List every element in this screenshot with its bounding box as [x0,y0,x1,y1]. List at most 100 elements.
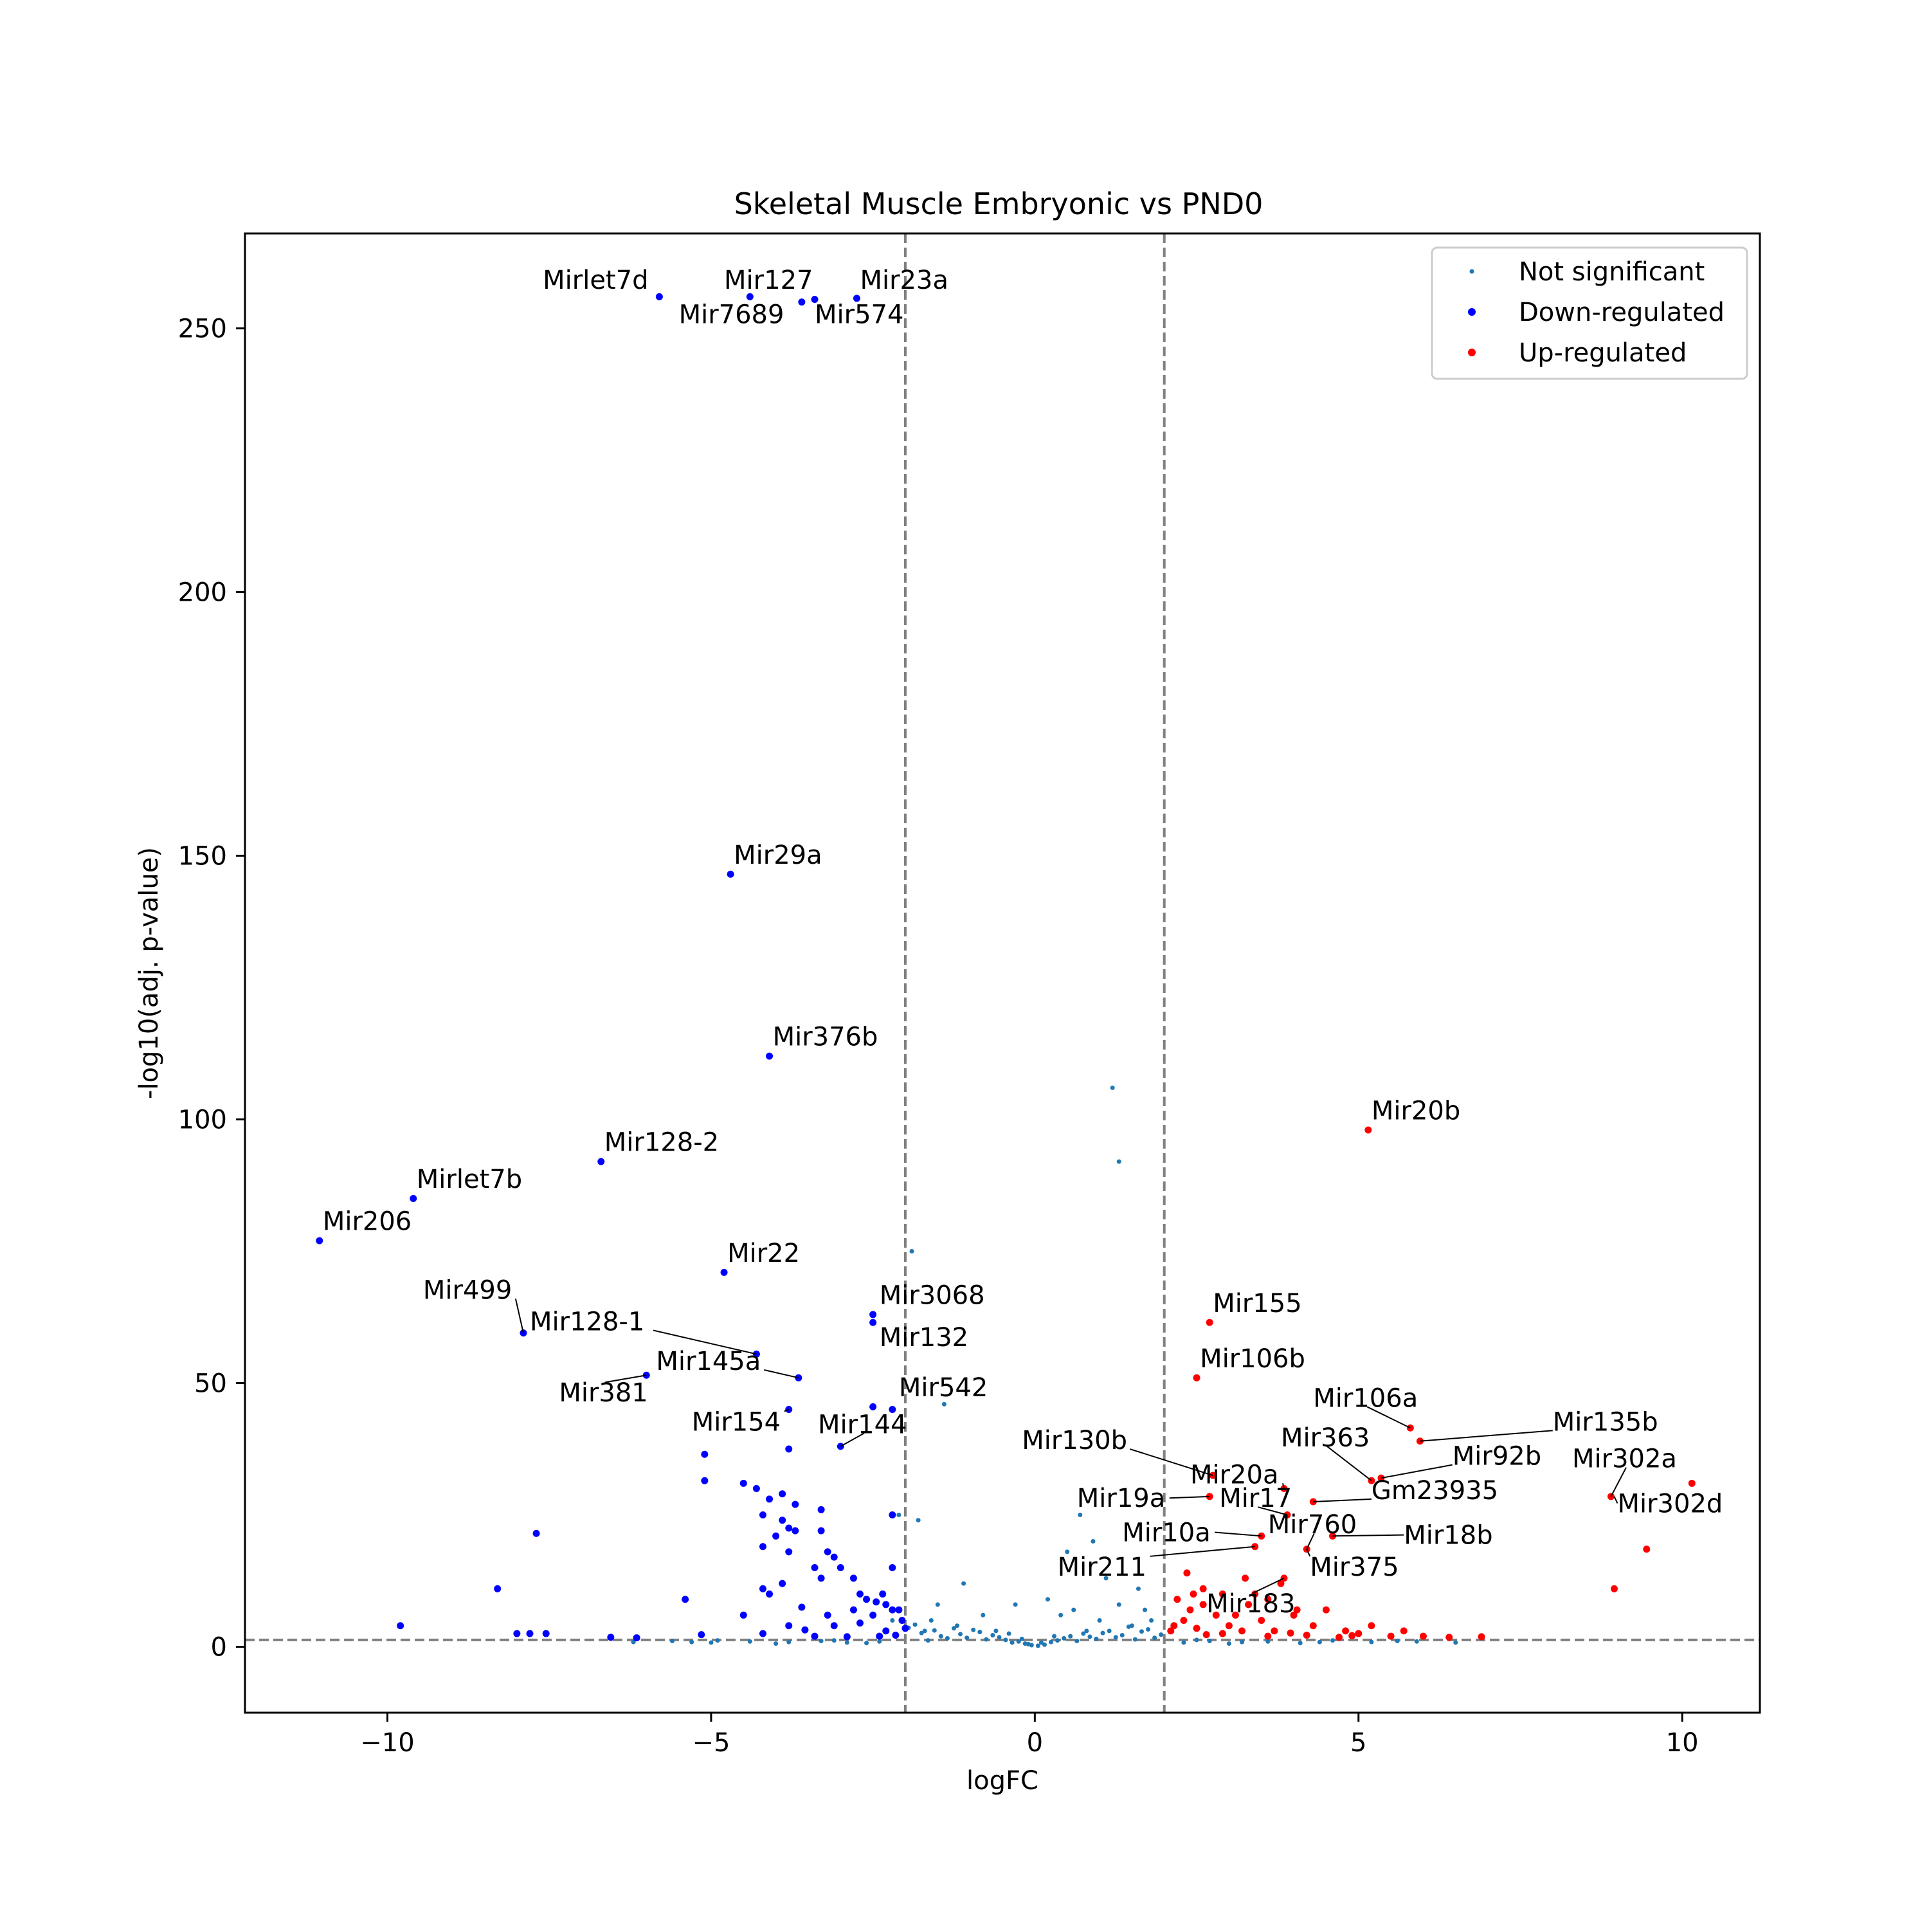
annotation-mir22: Mir22 [727,1239,800,1268]
leader-line-mir19a [1169,1495,1210,1499]
annotation-mir7689: Mir7689 [679,300,784,329]
point-down [892,1631,900,1639]
point-down [817,1527,825,1535]
point-ns [1181,1640,1186,1645]
y-tick-label: 0 [211,1633,227,1663]
point-ns [1453,1640,1458,1645]
point-up [1245,1601,1253,1608]
point-ns [958,1632,963,1637]
point-down [873,1598,880,1606]
point-ns [1149,1618,1154,1623]
point-ns [993,1628,999,1634]
x-tick-label: 10 [1666,1728,1699,1758]
point-ns [1087,1634,1092,1639]
point-ns [877,1639,882,1644]
point-ns [981,1612,986,1618]
leader-line-mir106a [1366,1406,1411,1429]
leader-line-mir760 [1306,1533,1315,1550]
point-ns [1136,1586,1141,1591]
point-down [698,1631,705,1639]
annotation-mir542: Mir542 [899,1373,988,1403]
point-ns [1029,1643,1034,1648]
annotation-mir363: Mir363 [1281,1423,1370,1453]
point-down [766,1590,774,1598]
annotation-mir20b: Mir20b [1372,1097,1460,1126]
leader-line-mir135b [1420,1430,1553,1442]
annotation-mir499: Mir499 [423,1275,512,1305]
point-up [1643,1545,1651,1553]
point-down [869,1318,877,1326]
point-ns [997,1635,1002,1640]
point-up [1199,1601,1207,1608]
point-ns [955,1623,960,1628]
point-ns [1330,1638,1335,1643]
annotation-gm23935: Gm23935 [1372,1476,1498,1506]
point-ns [1159,1632,1164,1637]
annotation-mir302d: Mir302d [1617,1489,1723,1518]
legend-label-down-regulated: Down-regulated [1519,298,1725,327]
point-ns [1139,1629,1144,1634]
leader-line-mir17 [1258,1506,1288,1516]
point-up [1342,1627,1350,1635]
annotation-mir106a: Mir106a [1313,1383,1418,1413]
point-ns [1119,1632,1125,1637]
point-down [882,1627,890,1635]
point-down [785,1445,793,1453]
point-ns [984,1637,989,1642]
point-up [1199,1585,1207,1592]
point-up [1387,1632,1395,1640]
point-up [1212,1611,1220,1619]
leader-line-mir18b [1332,1534,1404,1537]
point-ns [1152,1636,1157,1641]
point-up [1322,1606,1330,1614]
point-up [1242,1574,1249,1582]
point-up [1258,1617,1265,1625]
point-up [1193,1374,1200,1381]
point-down [746,293,754,300]
point-ns [1132,1637,1137,1642]
annotation-mir19a: Mir19a [1077,1484,1165,1513]
y-axis-label: -log10(adj. p-value) [134,847,164,1099]
annotation-mir18b: Mir18b [1404,1521,1492,1551]
point-ns [1126,1624,1131,1629]
annotation-leaders [514,1299,1627,1594]
point-down [824,1548,831,1556]
point-down [759,1511,766,1519]
point-ns [864,1641,869,1646]
point-ns [1013,1602,1018,1607]
annotation-mir130b: Mir130b [1022,1426,1127,1455]
annotation-mir154: Mir154 [692,1407,781,1437]
point-down [811,1632,819,1640]
x-axis-label: logFC [966,1766,1038,1796]
point-down [701,1477,709,1484]
annotation-mir211: Mir211 [1058,1553,1146,1582]
y-axis: 0 50 100 150 200 250 [178,314,245,1663]
annotation-mir92b: Mir92b [1453,1442,1541,1472]
point-down [597,1158,605,1165]
point-ns [932,1628,937,1633]
point-ns [1084,1628,1089,1634]
point-ns [1022,1641,1028,1646]
point-up [1309,1622,1317,1630]
point-down [837,1564,844,1572]
y-tick-label: 50 [194,1369,227,1399]
point-ns [961,1581,966,1586]
point-up [1264,1632,1272,1640]
point-ns [964,1636,970,1641]
point-ns [1113,1635,1118,1640]
legend-label-not-significant: Not significant [1519,257,1705,287]
x-tick-label: −5 [692,1728,730,1758]
point-ns [919,1630,924,1636]
point-down [397,1622,404,1630]
point-up [1170,1622,1178,1630]
point-ns [1194,1637,1199,1643]
point-down [720,1268,728,1276]
point-ns [1078,1513,1083,1518]
point-down [542,1630,550,1637]
y-tick-label: 250 [178,314,227,344]
point-ns [1265,1639,1271,1644]
point-ns [1094,1636,1099,1641]
point-ns [831,1638,837,1643]
point-ns [1107,1628,1112,1634]
